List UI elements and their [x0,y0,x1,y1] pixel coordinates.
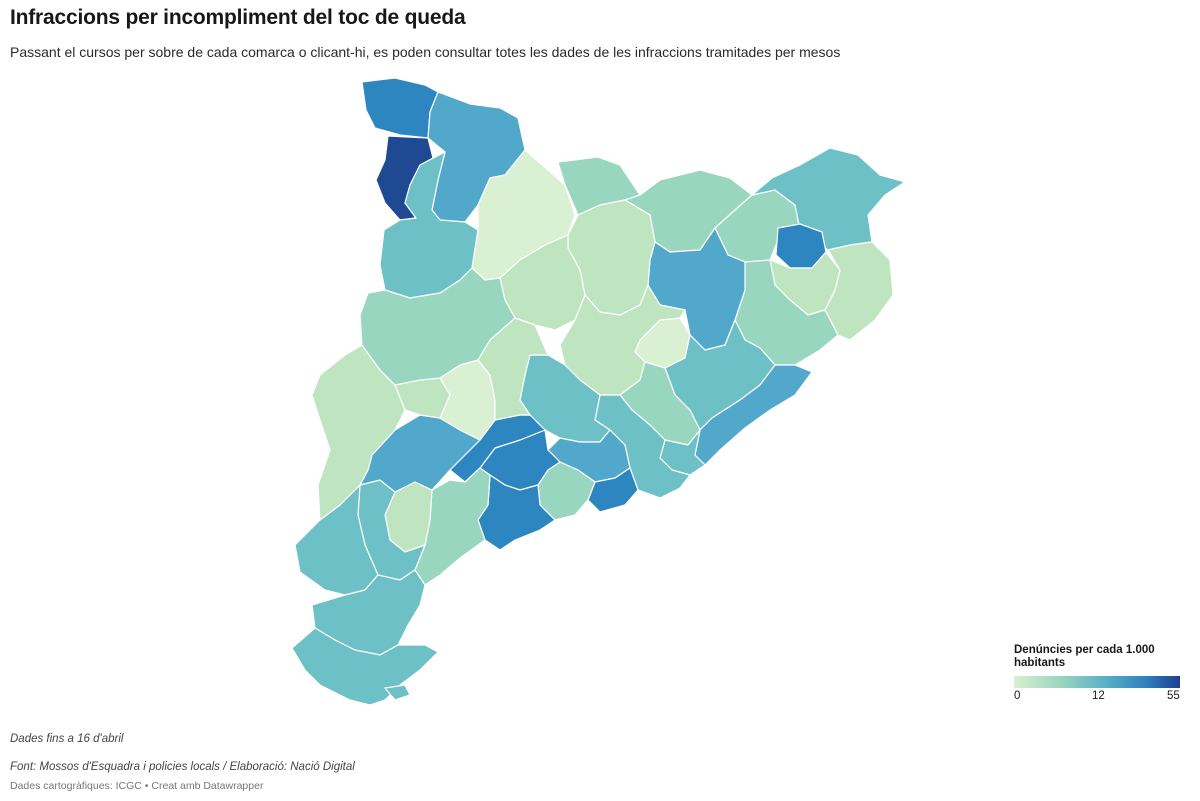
comarca-val-aran[interactable] [361,77,439,139]
comarca-baix-emporda[interactable] [824,241,894,341]
legend-tick-max: 55 [1167,690,1180,702]
legend-title: Denúncies per cada 1.000 habitants [1014,644,1155,669]
credits-note: Dades cartogràfiques: ICGC • Creat amb D… [10,780,264,792]
comarca-noguera[interactable] [359,267,516,386]
comarca-pallars-sobira[interactable] [427,91,526,223]
map-title: Infraccions per incompliment del toc de … [10,6,466,29]
comarca-maresme[interactable] [694,364,813,466]
source-note: Font: Mossos d'Esquadra i policies local… [10,761,355,773]
legend: Denúncies per cada 1.000 habitants 0 12 … [1014,644,1184,704]
data-date-note: Dades fins a 16 d'abril [10,733,124,745]
legend-tick-mid: 12 [1092,690,1105,702]
comarca-alt-emporda[interactable] [751,147,906,251]
legend-color-scale [1014,676,1180,688]
comarca-delta-tip[interactable] [384,684,411,701]
comarca-montsia[interactable] [291,627,439,706]
choropleth-map-catalonia [291,77,906,706]
comarca-garraf[interactable] [587,467,639,513]
legend-tick-min: 0 [1014,690,1021,702]
map-subtitle: Passant el cursos per sobre de cada coma… [10,44,841,60]
comarca-segarra[interactable] [477,317,549,421]
legend-ticks: 0 12 55 [1014,690,1184,704]
